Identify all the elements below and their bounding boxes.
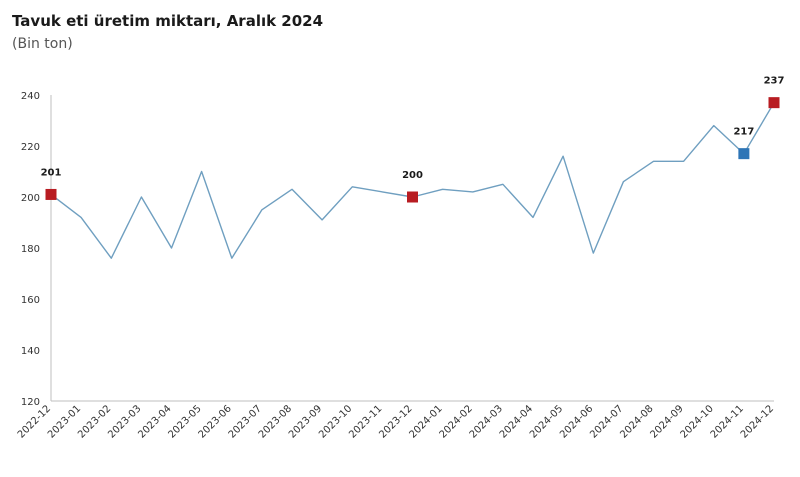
y-tick-label: 180 [21,244,40,255]
highlight-marker [768,97,780,109]
y-axis: 120 140 160 180 200 220 240 [21,91,52,408]
y-tick-label: 200 [21,193,40,204]
chart-subtitle: (Bin ton) [12,36,73,52]
data-label: 201 [41,167,62,178]
y-tick-label: 160 [21,295,40,306]
data-label: 237 [764,76,785,87]
x-tick-label: 2024-12 [739,403,776,440]
data-label: 200 [402,170,423,181]
y-tick-label: 140 [21,346,40,357]
highlight-marker [738,148,750,160]
data-label: 217 [733,127,754,138]
chart-title: Tavuk eti üretim miktarı, Aralık 2024 [12,12,324,30]
markers-layer: 201 200 217 237 [41,76,785,203]
y-tick-label: 240 [21,91,40,102]
highlight-marker [407,191,418,203]
x-axis: 2022-122023-012023-022023-032023-042023-… [16,400,776,441]
y-tick-label: 120 [21,397,40,408]
y-tick-label: 220 [21,142,40,153]
highlight-marker [45,188,57,200]
